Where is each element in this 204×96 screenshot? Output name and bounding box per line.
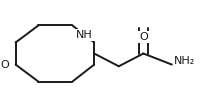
Text: O: O xyxy=(139,32,148,42)
Text: NH: NH xyxy=(76,30,93,40)
Text: NH₂: NH₂ xyxy=(174,56,195,66)
Text: O: O xyxy=(1,60,10,70)
